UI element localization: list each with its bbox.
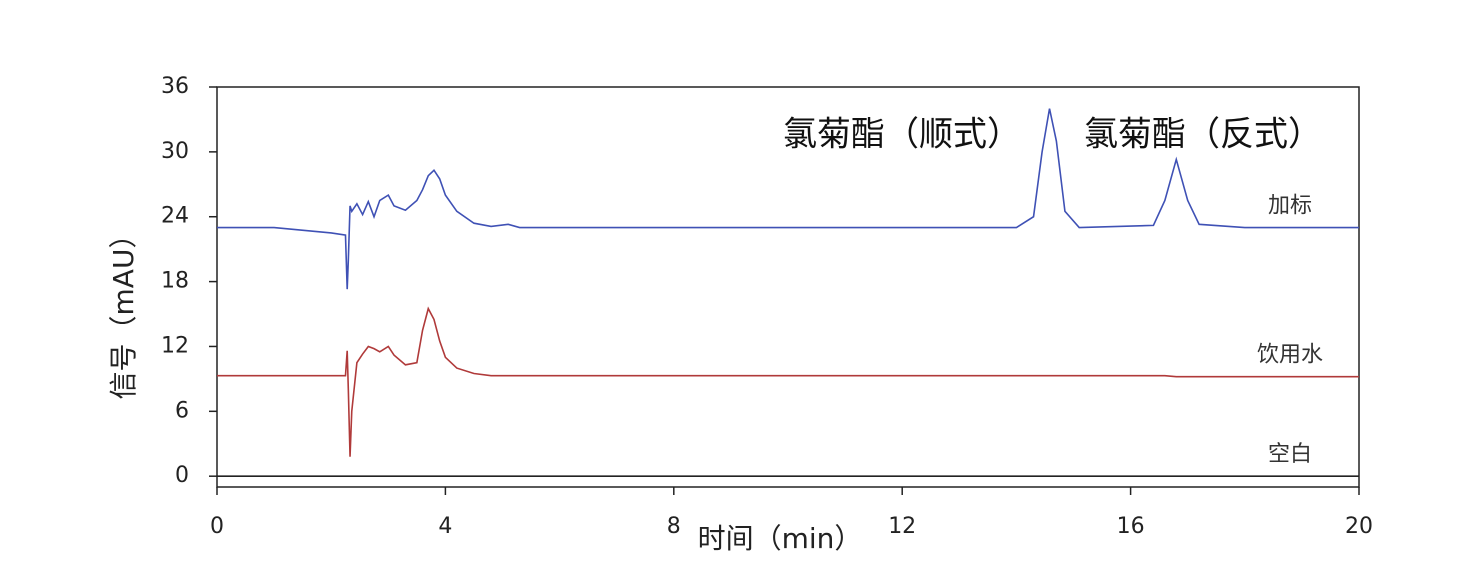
y-tick-label: 0 [175,463,189,488]
x-tick-label: 4 [438,514,452,539]
series-line [217,306,1359,457]
plot-frame [216,86,1360,488]
x-tick-label: 20 [1345,514,1373,539]
y-tick-label: 18 [161,269,189,294]
y-tick-label: 24 [161,204,189,229]
peak-annotation: 氯菊酯（反式） [1084,115,1322,155]
y-tick-label: 36 [161,74,189,99]
peak-annotation: 氯菊酯（顺式） [783,115,1021,155]
x-axis-title: 时间（min） [698,522,863,555]
x-tick-label: 8 [667,514,681,539]
series-label: 加标 [1268,194,1312,219]
y-tick-label: 12 [161,333,189,358]
x-tick-label: 16 [1117,514,1145,539]
x-tick-label: 0 [210,514,224,539]
series-label: 空白 [1268,442,1312,467]
y-axis-title: 信号（mAU） [107,221,140,400]
x-tick-label: 12 [888,514,916,539]
y-tick-label: 30 [161,139,189,164]
series-label: 饮用水 [1257,343,1323,368]
y-tick-label: 6 [175,398,189,423]
series-line [217,108,1359,290]
